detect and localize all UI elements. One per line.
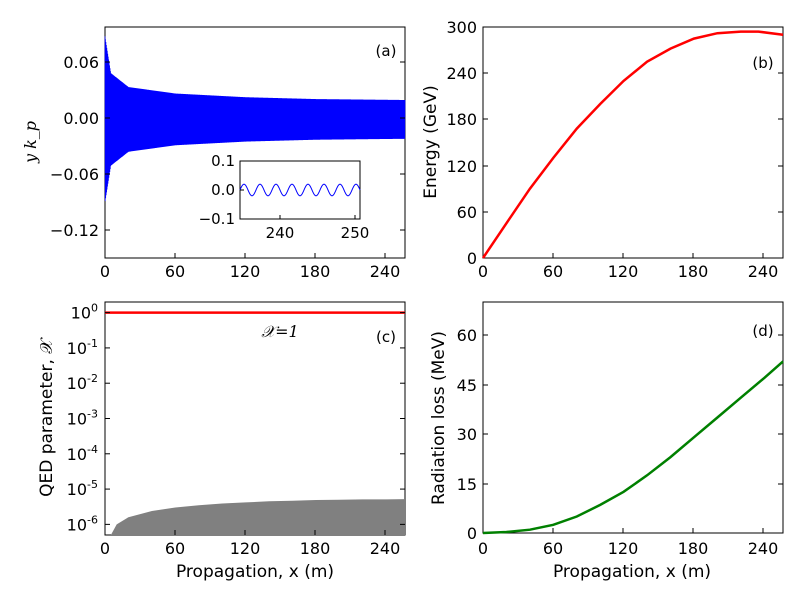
panel-a-ytick: −0.12 xyxy=(50,221,99,240)
panel-c-ytick: 10-2 xyxy=(67,372,98,393)
panel-c: 100 10-1 10-2 10-3 10-4 10-5 10-6 0 60 120 180… xyxy=(37,301,406,582)
panel-d-ytick: 15 xyxy=(457,475,477,494)
panel-c-label: (c) xyxy=(376,328,396,346)
panel-a-yticks: 0.06 0.00 −0.06 −0.12 xyxy=(50,53,405,240)
panel-a-xtick: 180 xyxy=(300,262,331,281)
panel-c-ytick: 10-4 xyxy=(67,443,98,464)
inset-trace xyxy=(239,183,361,197)
panel-b-ytick: 300 xyxy=(446,18,477,37)
panel-b-energy-curve xyxy=(481,30,784,259)
panel-c-annotation: 𝒳=1 xyxy=(261,322,298,341)
panel-d-xtick: 240 xyxy=(748,539,779,558)
panel-d-ytick: 0 xyxy=(467,524,477,543)
panel-a: 0.06 0.00 −0.06 −0.12 0 60 120 180 240 (… xyxy=(21,26,406,281)
panel-a-ytick: −0.06 xyxy=(50,165,99,184)
panel-c-xlabel: Propagation, x (m) xyxy=(176,562,334,582)
panel-c-xtick: 180 xyxy=(300,539,331,558)
panel-a-trace xyxy=(104,36,406,202)
inset-frame xyxy=(239,160,361,220)
panel-b-xtick: 0 xyxy=(478,262,488,281)
panel-d-xtick: 180 xyxy=(678,539,709,558)
inset-ytick: 0.0 xyxy=(211,181,235,199)
panel-d-xlabel: Propagation, x (m) xyxy=(553,562,711,582)
panel-d: 60 45 30 15 0 0 60 120 180 240 (d) Propa… xyxy=(429,301,784,582)
panel-d-frame xyxy=(482,301,784,534)
panel-d-ytick: 60 xyxy=(457,326,477,345)
panel-d-xticks: 0 60 120 180 240 xyxy=(478,528,778,558)
panel-b-yticks: 300 240 180 120 60 0 xyxy=(446,18,783,268)
panel-b-ytick: 60 xyxy=(457,203,477,222)
inset-ytick: −0.1 xyxy=(199,210,235,228)
panel-b-xtick: 180 xyxy=(678,262,709,281)
panel-d-xtick: 60 xyxy=(543,539,563,558)
panel-b-ylabel: Energy (GeV) xyxy=(421,85,441,198)
panel-b-xtick: 120 xyxy=(608,262,639,281)
inset-xtick: 240 xyxy=(266,224,295,242)
panel-c-yticks: 100 10-1 10-2 10-3 10-4 10-5 10-6 xyxy=(67,302,405,534)
panel-a-ytick: 0.00 xyxy=(63,109,99,128)
panel-c-ytick: 100 xyxy=(71,302,98,323)
panel-b-ytick: 120 xyxy=(446,157,477,176)
panel-d-radiation-curve xyxy=(482,360,784,535)
panel-c-ytick: 10-6 xyxy=(67,513,98,534)
panel-a-xtick: 0 xyxy=(100,262,110,281)
panel-c-ylabel: QED parameter, 𝒳 xyxy=(37,337,57,497)
panel-d-label: (d) xyxy=(752,322,773,340)
panel-a-xtick: 120 xyxy=(230,262,261,281)
panel-d-ylabel: Radiation loss (MeV) xyxy=(429,331,449,505)
panel-a-xtick: 240 xyxy=(370,262,401,281)
panel-b: 300 240 180 120 60 0 0 60 120 180 240 (b… xyxy=(421,18,784,281)
panel-c-xticks: 0 60 120 180 240 xyxy=(100,530,400,558)
panel-a-xtick: 60 xyxy=(165,262,185,281)
panel-d-xtick: 0 xyxy=(478,539,488,558)
inset-xtick: 250 xyxy=(341,224,370,242)
panel-d-yticks: 60 45 30 15 0 xyxy=(457,326,783,543)
panel-c-ytick: 10-5 xyxy=(67,478,98,499)
panel-b-ytick: 0 xyxy=(467,249,477,268)
panel-b-xtick: 240 xyxy=(748,262,779,281)
panel-b-ytick: 180 xyxy=(446,110,477,129)
panel-b-frame xyxy=(482,26,784,259)
panel-c-ytick: 10-3 xyxy=(67,408,98,429)
panel-b-xticks: 0 60 120 180 240 xyxy=(478,253,778,281)
panel-c-ytick: 10-1 xyxy=(67,337,98,358)
panel-c-shaded-region xyxy=(110,499,406,535)
panel-c-xtick: 120 xyxy=(230,539,261,558)
panel-d-ytick: 30 xyxy=(457,425,477,444)
panel-b-xtick: 60 xyxy=(543,262,563,281)
panel-a-xticks: 0 60 120 180 240 xyxy=(100,253,400,281)
panel-a-inset: 0.1 0.0 −0.1 240 250 xyxy=(199,152,370,242)
panel-c-xtick: 60 xyxy=(165,539,185,558)
panel-a-label: (a) xyxy=(376,42,397,60)
panel-b-ytick: 240 xyxy=(446,64,477,83)
panel-d-xtick: 120 xyxy=(608,539,639,558)
panel-d-ytick: 45 xyxy=(457,376,477,395)
panel-b-label: (b) xyxy=(752,54,773,72)
inset-ytick: 0.1 xyxy=(211,152,235,170)
panel-a-ytick: 0.06 xyxy=(63,53,99,72)
panel-a-ylabel: y k_p xyxy=(21,121,40,164)
panel-c-xtick: 240 xyxy=(370,539,401,558)
panel-c-xtick: 0 xyxy=(100,539,110,558)
